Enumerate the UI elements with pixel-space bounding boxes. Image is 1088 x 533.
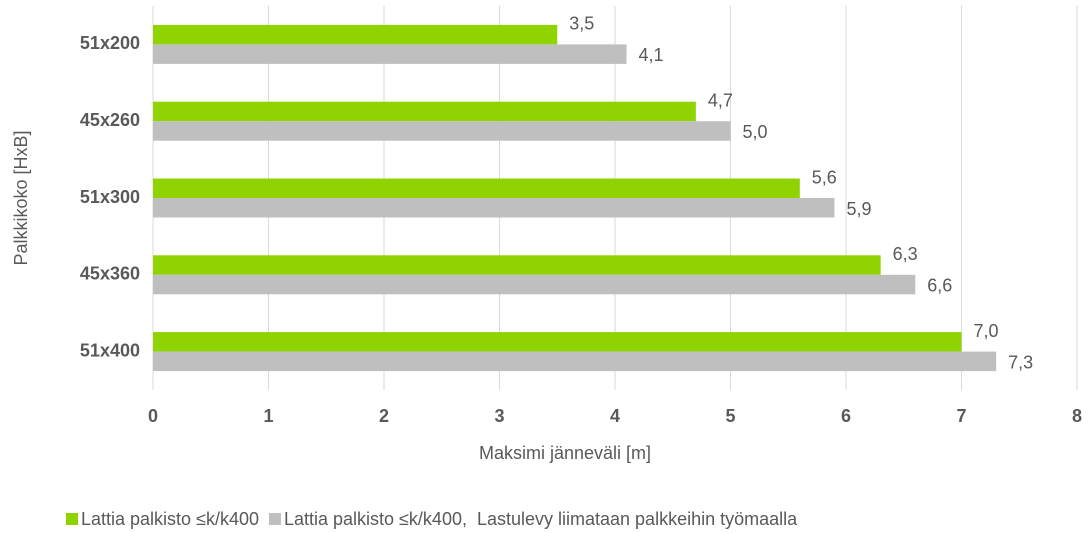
data-label: 5,9 [846,199,871,219]
bar [153,101,696,122]
x-tick-label: 7 [956,406,966,426]
data-label: 6,6 [927,276,952,296]
bar [153,121,731,141]
data-label: 4,1 [639,45,664,65]
x-tick-label: 3 [494,406,504,426]
legend-label: Lattia palkisto ≤k/k400, Lastulevy liima… [284,509,798,529]
legend-swatch [66,513,78,525]
data-label: 7,0 [974,321,999,341]
data-label: 3,5 [569,14,594,34]
x-tick-label: 4 [610,406,620,426]
legend-label: Lattia palkisto ≤k/k400 [81,509,259,529]
data-label: 5,0 [743,122,768,142]
x-tick-label: 1 [263,406,273,426]
bar [153,44,627,64]
y-tick-label: 51x200 [80,33,140,53]
bar [153,198,835,218]
x-tick-label: 6 [841,406,851,426]
x-tick-label: 2 [379,406,389,426]
data-label: 6,3 [893,244,918,264]
bar [153,351,997,372]
y-tick-label: 45x260 [80,110,140,130]
bar [153,24,558,45]
bar [153,274,916,295]
bar [153,178,800,198]
data-label: 5,6 [812,167,837,187]
y-axis-title: Palkkikoko [HxB] [11,130,31,265]
x-tick-label: 0 [148,406,158,426]
data-label: 7,3 [1008,352,1033,372]
x-axis-title: Maksimi jänneväli [m] [479,443,651,463]
y-tick-label: 51x300 [80,187,140,207]
y-tick-label: 45x360 [80,264,140,284]
data-label: 4,7 [708,90,733,110]
bar [153,255,881,275]
y-tick-label: 51x400 [80,340,140,360]
x-tick-label: 8 [1072,406,1082,426]
x-tick-label: 5 [725,406,735,426]
legend-swatch [268,513,281,525]
bar [153,332,962,352]
